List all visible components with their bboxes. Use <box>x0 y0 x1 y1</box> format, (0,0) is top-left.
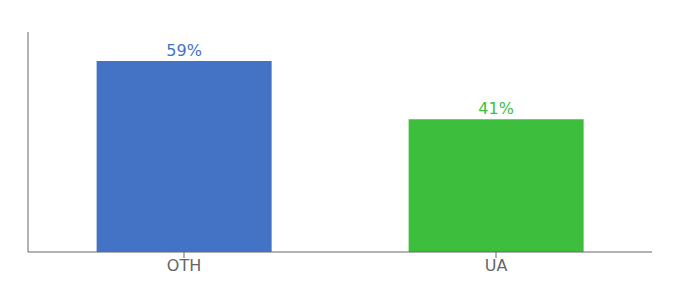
svg-text:59%: 59% <box>166 41 202 60</box>
svg-text:41%: 41% <box>478 99 514 118</box>
svg-text:UA: UA <box>485 256 508 275</box>
svg-text:OTH: OTH <box>167 256 201 275</box>
